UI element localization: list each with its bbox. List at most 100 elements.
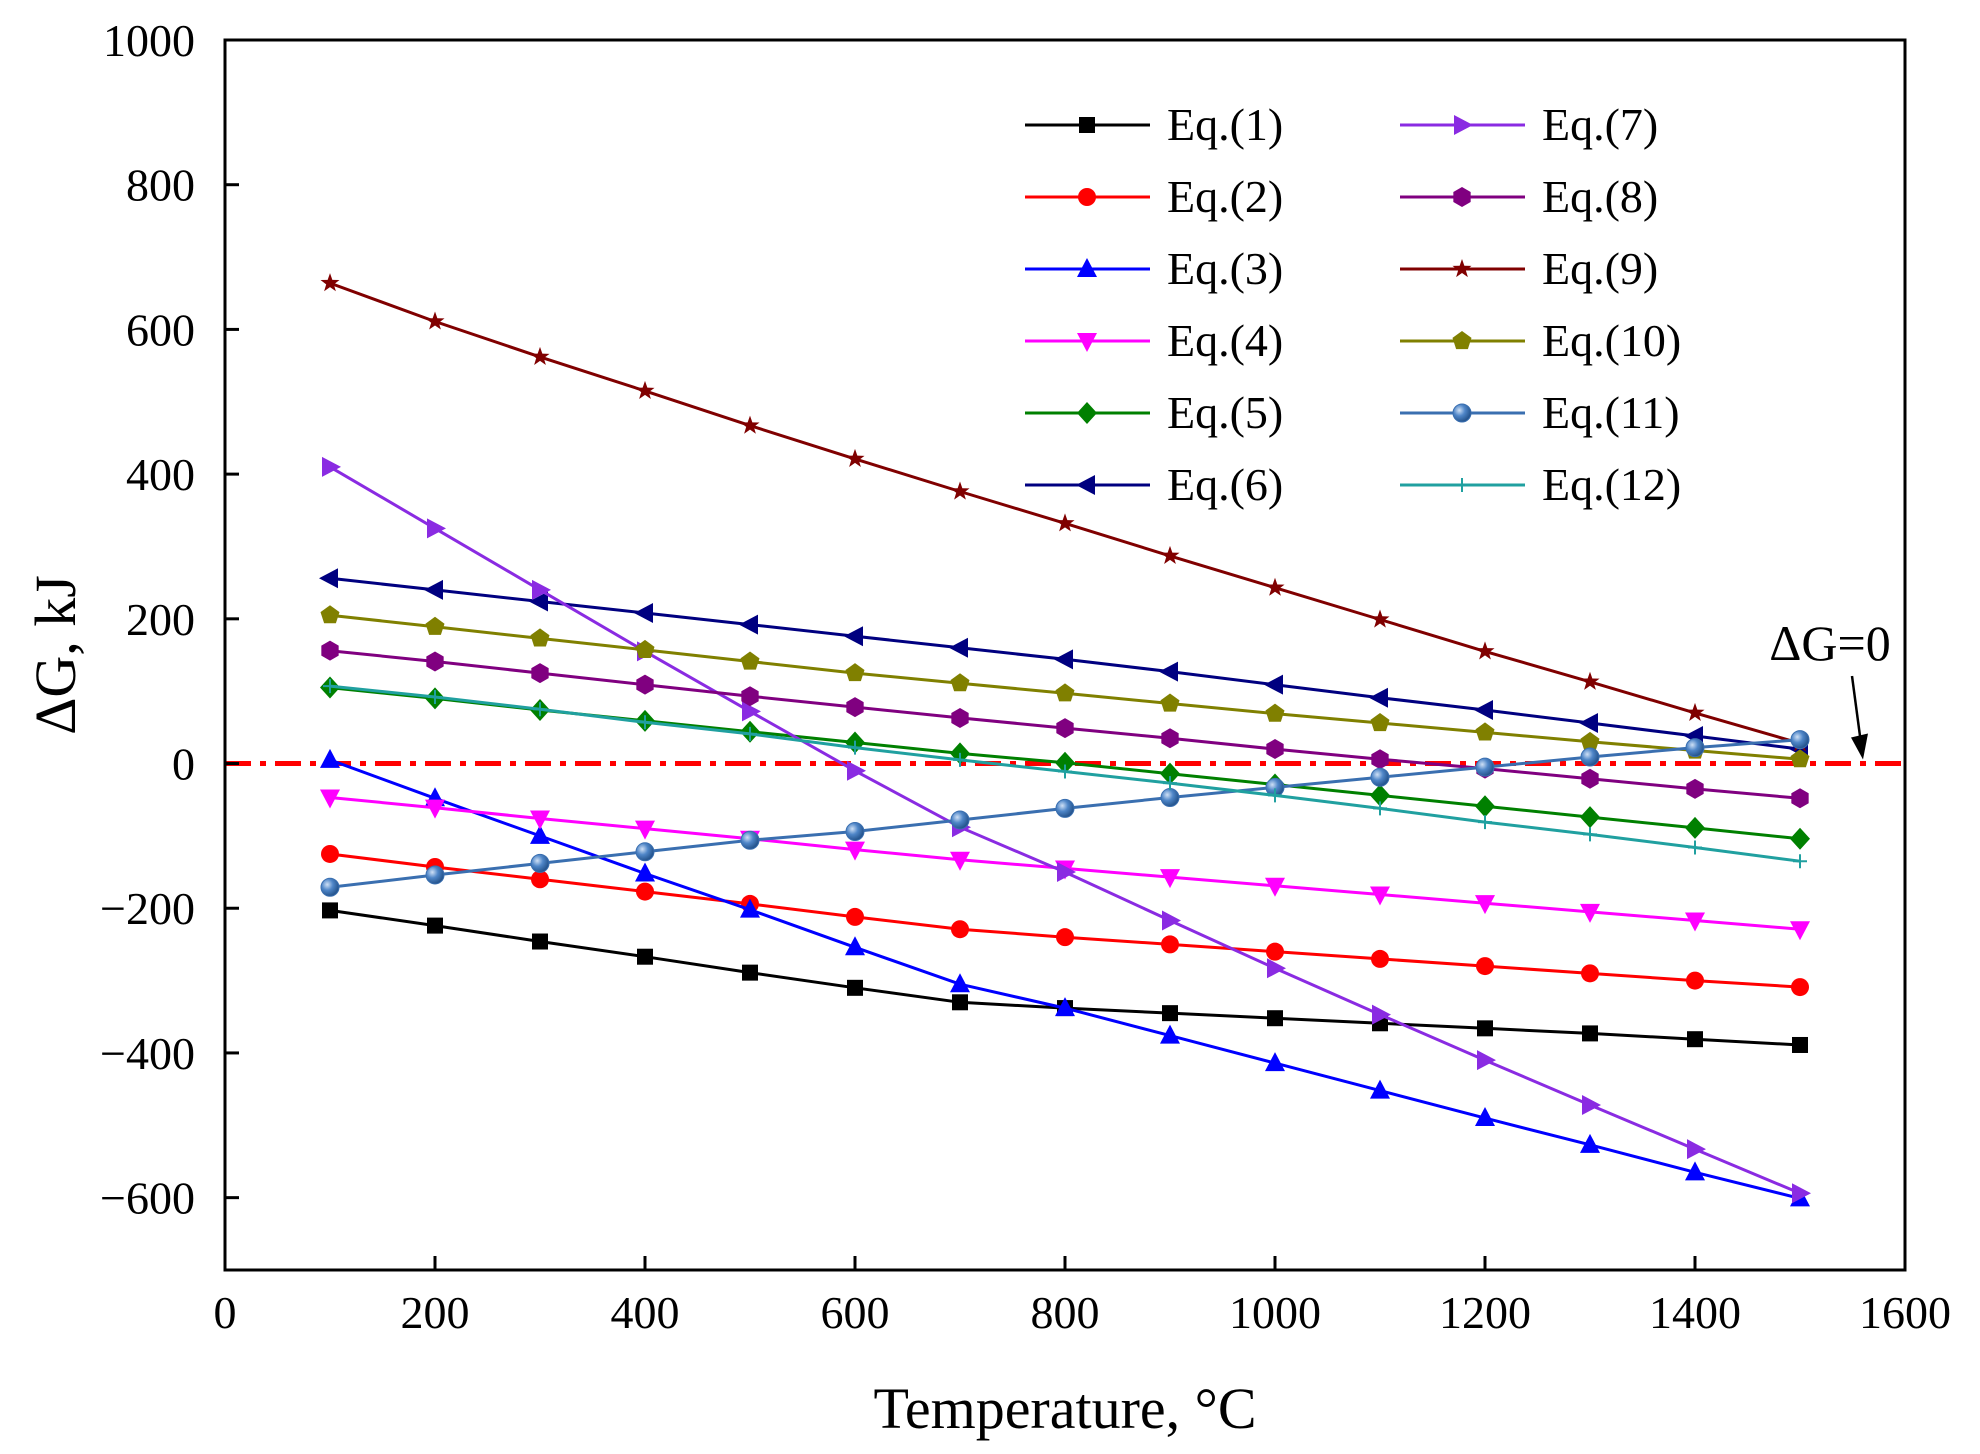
data-point [1163, 776, 1177, 791]
data-point [950, 973, 970, 993]
data-point [636, 882, 654, 901]
legend-marker [1077, 402, 1097, 424]
data-point [530, 810, 550, 830]
data-point [1160, 762, 1180, 785]
data-point [321, 640, 339, 661]
data-point [846, 697, 864, 718]
data-point [1162, 910, 1181, 931]
data-point [1791, 978, 1809, 997]
data-point [1792, 1036, 1808, 1053]
data-point [1159, 661, 1178, 682]
data-point [951, 707, 969, 728]
data-point [949, 637, 968, 658]
data-point [424, 579, 443, 600]
legend-item: Eq.(10) [1400, 315, 1681, 366]
legend-marker [1077, 333, 1097, 352]
series-7 [322, 456, 1811, 1204]
data-point [1370, 784, 1390, 807]
data-point [1371, 749, 1389, 770]
data-point [1054, 649, 1073, 670]
data-point [740, 830, 760, 850]
legend-item: Eq.(4) [1025, 315, 1283, 366]
data-point [320, 605, 340, 624]
y-tick-label: 200 [126, 594, 195, 645]
data-point [1581, 768, 1599, 789]
series-line-7 [329, 465, 1801, 1195]
data-point [1685, 738, 1705, 758]
data-point [1582, 1095, 1601, 1116]
legend-marker [1453, 187, 1471, 207]
data-point [1580, 731, 1600, 750]
data-point [1268, 788, 1282, 803]
data-point [1790, 827, 1810, 850]
series-line-3 [329, 758, 1801, 1200]
data-point [322, 456, 341, 477]
annotation-arrow-line [1850, 675, 1863, 744]
x-axis-title: Temperature, °C [873, 1376, 1256, 1441]
data-point [845, 841, 865, 861]
data-point [845, 936, 865, 956]
plot-area [225, 273, 1905, 1207]
data-point [953, 752, 967, 767]
data-point [425, 311, 445, 330]
legend-label: Eq.(5) [1167, 387, 1283, 438]
legend-marker [1079, 117, 1095, 133]
data-point [425, 865, 445, 885]
annotation-text: ΔG=0 [1769, 615, 1890, 671]
data-point [1058, 764, 1072, 779]
y-tick-label: 800 [126, 160, 195, 211]
legend-marker [1077, 258, 1097, 277]
data-point [1267, 958, 1286, 979]
data-point [1579, 713, 1598, 734]
x-tick-label: 0 [214, 1287, 237, 1338]
data-point [529, 591, 548, 612]
data-point [320, 877, 340, 897]
data-point [844, 626, 863, 647]
legend-label: Eq.(9) [1542, 243, 1658, 294]
data-point [1160, 693, 1180, 712]
y-tick-label: −400 [100, 1028, 195, 1079]
data-point [635, 380, 655, 400]
data-point [1582, 1025, 1598, 1042]
data-point [1583, 827, 1597, 842]
data-point [1474, 699, 1493, 720]
legend-label: Eq.(10) [1542, 315, 1681, 366]
legend-item: Eq.(8) [1400, 171, 1658, 222]
data-point [1370, 767, 1390, 787]
legend-marker [1455, 478, 1469, 492]
legend-marker [1078, 188, 1096, 206]
annotation-arrowhead [1851, 733, 1868, 760]
data-point [1687, 1031, 1703, 1048]
data-point [1265, 877, 1285, 897]
data-point [1793, 854, 1807, 869]
legend-item: Eq.(11) [1400, 387, 1680, 438]
legend-label: Eq.(7) [1542, 99, 1658, 150]
data-point [1475, 795, 1495, 818]
data-point [1160, 788, 1180, 808]
data-point [1688, 840, 1702, 855]
legend-label: Eq.(12) [1542, 459, 1681, 510]
legend-item: Eq.(5) [1025, 387, 1283, 438]
legend-label: Eq.(8) [1542, 171, 1658, 222]
data-point [950, 810, 970, 830]
data-point [845, 448, 865, 468]
data-point [1057, 862, 1076, 883]
x-tick-label: 1600 [1859, 1287, 1951, 1338]
data-point [319, 568, 338, 589]
data-point [1580, 747, 1600, 767]
data-point [1687, 1139, 1706, 1160]
data-point [532, 579, 551, 600]
data-point [1475, 757, 1495, 777]
data-point [845, 663, 865, 682]
data-point [1790, 730, 1810, 750]
data-point [530, 853, 550, 873]
data-point [951, 920, 969, 939]
data-point [322, 902, 338, 919]
data-point [530, 346, 550, 365]
data-point [1475, 722, 1495, 741]
legend-label: Eq.(6) [1167, 459, 1283, 510]
legend-item: Eq.(1) [1025, 99, 1283, 150]
legend-marker [1454, 115, 1473, 135]
legend-label: Eq.(2) [1167, 171, 1283, 222]
